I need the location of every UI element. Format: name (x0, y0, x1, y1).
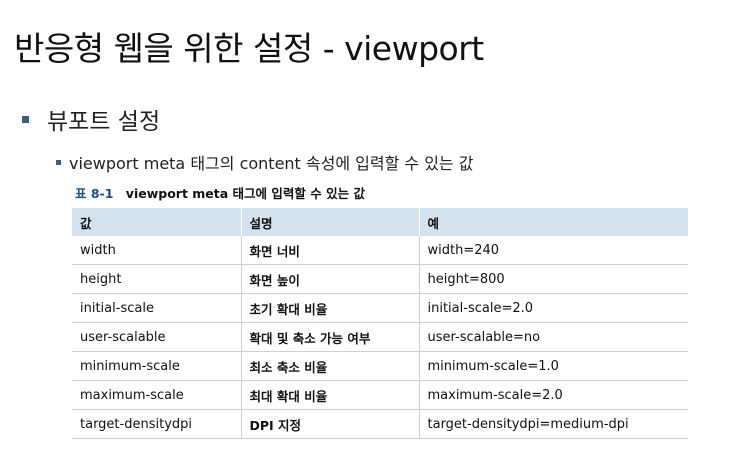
table-row: user-scalable 확대 및 축소 가능 여부 user-scalabl… (72, 322, 688, 352)
table-row: minimum-scale 최소 축소 비율 minimum-scale=1.0 (72, 351, 688, 381)
table-row: height 화면 높이 height=800 (72, 264, 688, 294)
cell-value: initial-scale (72, 293, 242, 323)
square-bullet-icon (22, 115, 29, 123)
table-caption: 표 8-1 viewport meta 태그에 입력할 수 있는 값 (75, 183, 365, 202)
bullet-level2: viewport meta 태그의 content 속성에 입력할 수 있는 값 (56, 150, 473, 174)
cell-description: 최대 확대 비율 (241, 380, 420, 410)
cell-description: 초기 확대 비율 (241, 293, 420, 323)
cell-value: user-scalable (72, 322, 242, 352)
cell-value: maximum-scale (72, 380, 242, 410)
cell-description: 화면 너비 (241, 236, 420, 265)
table-row: target-densitydpi DPI 지정 target-densityd… (72, 409, 688, 439)
table-header-row: 값 설명 예 (72, 208, 688, 236)
header-value: 값 (72, 208, 242, 236)
cell-value: width (72, 236, 242, 265)
bullet-level2-text: viewport meta 태그의 content 속성에 입력할 수 있는 값 (69, 154, 474, 173)
cell-description: 최소 축소 비율 (241, 351, 420, 381)
cell-value: target-densitydpi (72, 409, 242, 439)
cell-description: DPI 지정 (241, 409, 420, 439)
header-example: 예 (419, 208, 688, 236)
header-description: 설명 (241, 208, 420, 236)
slide-title: 반응형 웹을 위한 설정 - viewport (14, 29, 484, 68)
table-caption-text: viewport meta 태그에 입력할 수 있는 값 (125, 186, 365, 201)
cell-example: initial-scale=2.0 (419, 293, 688, 323)
cell-value: height (72, 264, 242, 294)
cell-example: maximum-scale=2.0 (419, 380, 688, 410)
cell-value: minimum-scale (72, 351, 242, 381)
table-row: width 화면 너비 width=240 (72, 236, 688, 265)
cell-description: 화면 높이 (241, 264, 420, 294)
bullet-level1-text: 뷰포트 설정 (47, 109, 161, 135)
table-row: maximum-scale 최대 확대 비율 maximum-scale=2.0 (72, 380, 688, 410)
table-row: initial-scale 초기 확대 비율 initial-scale=2.0 (72, 293, 688, 323)
table-caption-number: 표 8-1 (75, 186, 114, 201)
cell-example: width=240 (419, 236, 688, 265)
bullet-level1: 뷰포트 설정 (22, 102, 160, 136)
cell-example: height=800 (419, 264, 688, 294)
cell-example: target-densitydpi=medium-dpi (419, 409, 688, 439)
square-bullet-icon (56, 159, 61, 165)
viewport-values-table: 값 설명 예 width 화면 너비 width=240 height 화면 높… (72, 208, 688, 439)
cell-description: 확대 및 축소 가능 여부 (241, 322, 420, 352)
cell-example: user-scalable=no (419, 322, 688, 352)
cell-example: minimum-scale=1.0 (419, 351, 688, 381)
